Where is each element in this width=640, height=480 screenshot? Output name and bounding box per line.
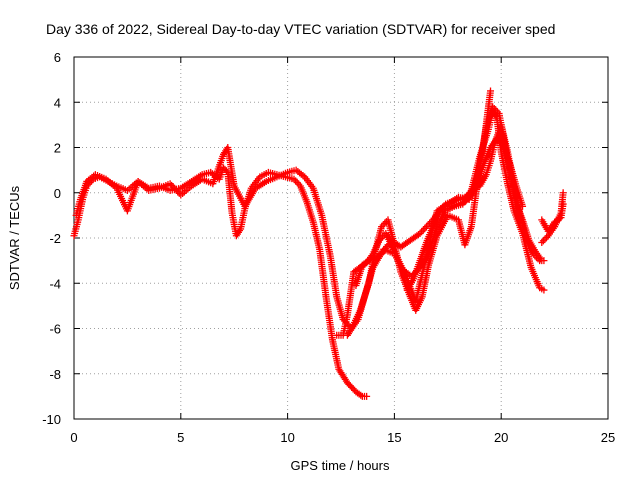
x-axis: 0 5 10 15 20 25 bbox=[70, 57, 615, 445]
y-tick-label: 4 bbox=[54, 95, 61, 110]
data-markers bbox=[70, 87, 567, 400]
data-point bbox=[559, 200, 567, 208]
data-point bbox=[419, 226, 427, 234]
x-tick-label: 0 bbox=[70, 430, 77, 445]
y-tick-label: -2 bbox=[49, 231, 61, 246]
data-point bbox=[169, 183, 177, 191]
x-tick-label: 15 bbox=[387, 430, 401, 445]
data-point bbox=[519, 202, 527, 210]
x-tick-label: 25 bbox=[601, 430, 615, 445]
data-point bbox=[538, 239, 546, 247]
y-tick-label: 0 bbox=[54, 186, 61, 201]
x-tick-label: 20 bbox=[494, 430, 508, 445]
y-tick-label: -4 bbox=[49, 276, 61, 291]
data-point bbox=[172, 186, 180, 194]
y-axis: -10 -8 -6 -4 -2 0 2 4 6 bbox=[42, 50, 608, 427]
y-tick-label: 2 bbox=[54, 141, 61, 156]
grid-lines bbox=[74, 57, 608, 419]
y-tick-label: -6 bbox=[49, 322, 61, 337]
data-point bbox=[174, 188, 182, 196]
data-point bbox=[166, 180, 174, 188]
x-tick-label: 5 bbox=[177, 430, 184, 445]
data-point bbox=[363, 258, 371, 266]
data-point bbox=[539, 237, 547, 245]
data-point bbox=[540, 286, 548, 294]
y-tick-label: -8 bbox=[49, 367, 61, 382]
data-point bbox=[559, 189, 567, 197]
x-axis-label: GPS time / hours bbox=[291, 458, 390, 473]
y-tick-label: -10 bbox=[42, 412, 61, 427]
data-point bbox=[363, 392, 371, 400]
series-trace-f bbox=[403, 134, 527, 294]
data-point bbox=[171, 185, 179, 193]
y-axis-label: SDTVAR / TECUs bbox=[7, 185, 22, 290]
data-point bbox=[168, 181, 176, 189]
series-trace-h bbox=[538, 200, 567, 235]
data-point bbox=[536, 257, 544, 265]
data-point bbox=[421, 224, 429, 232]
data-point bbox=[487, 87, 495, 95]
data-point bbox=[541, 235, 549, 243]
y-tick-label: 6 bbox=[54, 50, 61, 65]
x-tick-label: 10 bbox=[280, 430, 294, 445]
data-point bbox=[357, 391, 365, 399]
series-trace-e bbox=[352, 87, 495, 290]
chart-title: Day 336 of 2022, Sidereal Day-to-day VTE… bbox=[46, 21, 555, 37]
series-trace-a bbox=[70, 164, 371, 400]
data-point bbox=[293, 179, 301, 187]
